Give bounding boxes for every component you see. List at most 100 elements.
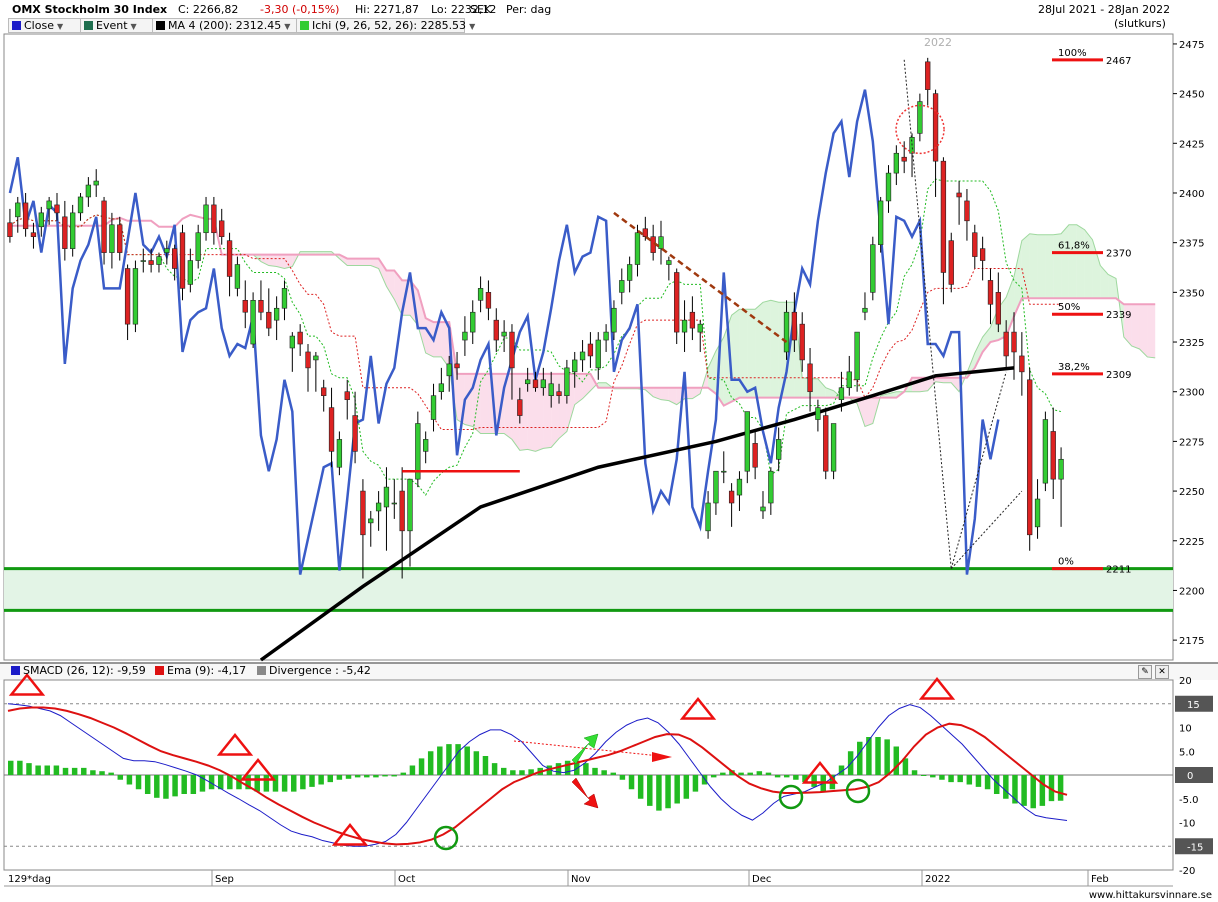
candle-body (415, 423, 421, 480)
candle-body (1019, 355, 1025, 373)
kumo-segment (1123, 304, 1132, 347)
kumo-segment (260, 254, 269, 266)
candle-body (117, 224, 123, 253)
divergence-bar (272, 775, 279, 792)
kumo-segment (598, 382, 607, 388)
signal-circle-icon (778, 784, 804, 810)
candle-body (595, 339, 601, 369)
price-tick-label: 2425 (1179, 139, 1204, 150)
divergence-bar (637, 775, 644, 799)
kumo-segment (378, 258, 387, 287)
event-swatch (84, 21, 93, 30)
candle-body (823, 415, 829, 472)
candle-body (901, 156, 907, 162)
candle-body (721, 470, 727, 473)
signal-triangle-icon (918, 676, 956, 700)
legend-ichimoku[interactable]: Ichi (9, 26, 52, 26): 2285.53 ▼ (296, 18, 475, 33)
chevron-down-icon: ▼ (469, 22, 476, 31)
kumo-segment (1037, 234, 1046, 299)
smacd-line (7, 703, 1068, 847)
candle-body (846, 371, 852, 389)
divergence-bar (811, 775, 817, 787)
year-watermark: 2022 (924, 36, 952, 49)
candle-body (77, 196, 84, 214)
divergence-bar (701, 775, 708, 785)
divergence-bar (44, 765, 50, 775)
candle-body (807, 363, 813, 393)
divergence-bar (583, 763, 589, 775)
divergence-bar (364, 775, 370, 778)
kumo-segment (1092, 239, 1101, 299)
divergence-bar (35, 765, 41, 775)
close-value: C: 2266,82 (178, 3, 239, 16)
kumo-segment (661, 387, 669, 401)
legend-event[interactable]: Event ▼ (80, 18, 155, 33)
divergence-bar (446, 744, 452, 775)
divergence-bar (354, 775, 361, 778)
candle-body (124, 268, 131, 325)
legend-divergence[interactable]: Divergence : -5,42 (254, 664, 385, 677)
divergence-bar (884, 739, 890, 775)
candle-body (611, 307, 617, 333)
candle-body (38, 212, 44, 228)
month-label: Nov (571, 874, 591, 885)
candle-body (815, 407, 821, 420)
macd-tick-label: 5.0 (1179, 747, 1195, 758)
legend-smacd[interactable]: SMACD (26, 12): -9,59 (8, 664, 167, 677)
candle-body (156, 256, 162, 265)
fib-level-price: 2211 (1106, 565, 1131, 576)
close-icon[interactable]: ✕ (1155, 665, 1169, 679)
legend-ema[interactable]: Ema (9): -4,17 (152, 664, 263, 677)
divergence-bar (190, 775, 197, 794)
candle-body (1011, 331, 1017, 353)
kumo-segment (1084, 229, 1093, 299)
divergence-bar (345, 775, 352, 779)
signal-circle-icon (433, 825, 459, 851)
candle-body (15, 202, 21, 218)
candle-body (917, 101, 923, 134)
legend-ma[interactable]: MA 4 (200): 2312.45 ▼ (152, 18, 297, 33)
divergence-arrowhead-icon (652, 752, 672, 762)
candle-body (964, 200, 970, 222)
candle-body (195, 232, 201, 261)
ma-swatch (156, 21, 165, 30)
candle-body (572, 359, 578, 373)
divergence-bar (418, 758, 425, 775)
change-value: -3,30 (-0,15%) (260, 3, 340, 16)
divergence-bar (866, 737, 872, 775)
fib-projection-lower (950, 490, 1023, 569)
candle-body (446, 363, 452, 377)
ema-line (7, 706, 1068, 846)
fib-level-price: 2370 (1106, 249, 1131, 260)
divergence-bar (217, 775, 224, 790)
divergence-bar (154, 775, 160, 798)
divergence-bar (793, 775, 799, 780)
kumo-segment (511, 373, 520, 451)
candle-body (7, 222, 13, 238)
kumo-segment (927, 377, 936, 391)
candle-body (266, 311, 272, 329)
candle-body (328, 407, 335, 452)
legend-close[interactable]: Close ▼ (8, 18, 85, 33)
month-label: Dec (752, 874, 771, 885)
divergence-bar (1021, 775, 1027, 806)
wrench-icon[interactable]: ✎ (1138, 665, 1152, 679)
kumo-segment (394, 270, 403, 316)
divergence-bar (783, 775, 790, 778)
divergence-bar (227, 775, 233, 790)
fib-level-pct: 61,8% (1058, 241, 1090, 252)
candle-body (179, 232, 186, 289)
signal-triangle-icon (8, 672, 46, 696)
divergence-bar (1039, 775, 1046, 806)
kumo-segment (817, 378, 826, 398)
kumo-segment (770, 300, 779, 398)
close-swatch (12, 21, 21, 30)
divergence-bar (309, 775, 315, 787)
candle-body (642, 228, 648, 238)
macd-axis-badge (1175, 838, 1213, 855)
divergence-bar (382, 775, 388, 777)
macd-tick-label: -10 (1179, 819, 1195, 830)
divergence-bar (281, 775, 288, 792)
divergence-bar (437, 746, 443, 775)
